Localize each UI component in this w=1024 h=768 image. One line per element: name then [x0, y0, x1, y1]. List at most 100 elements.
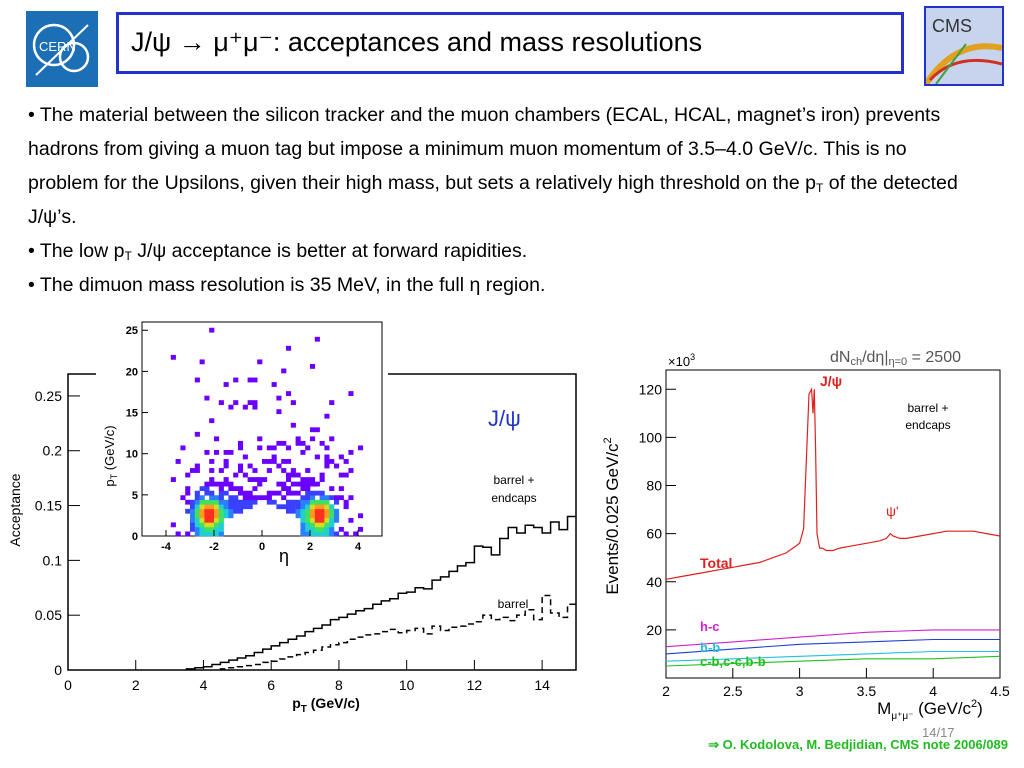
- heatmap-cell: [319, 504, 325, 510]
- mass-y-tick-label: 60: [646, 526, 662, 542]
- heatmap-cell: [209, 504, 215, 510]
- heatmap-cell: [286, 508, 292, 514]
- heatmap-cell: [204, 522, 210, 528]
- bullet-2-text: • The low p: [28, 240, 125, 262]
- heatmap-cell: [300, 526, 306, 532]
- heatmap-x-tick-label: -2: [209, 541, 219, 553]
- heatmap-cell: [199, 495, 205, 501]
- heatmap-cell: [242, 404, 248, 410]
- heatmap-cell: [204, 531, 210, 537]
- heatmap-cell: [358, 445, 364, 451]
- heatmap-cell: [290, 481, 296, 487]
- jpsi-annotation: J/ψ: [488, 406, 521, 431]
- heatmap-cell: [204, 508, 210, 514]
- heatmap-cell: [314, 517, 320, 523]
- heatmap-cell: [343, 504, 349, 510]
- heatmap-cell: [300, 504, 306, 510]
- heatmap-cell: [338, 486, 344, 492]
- heatmap-cell: [295, 436, 301, 442]
- heatmap-cell: [209, 481, 215, 487]
- heatmap-cell: [329, 486, 335, 492]
- heatmap-cell: [218, 508, 224, 514]
- heatmap-cell: [271, 499, 277, 505]
- heatmap-cell: [204, 395, 210, 401]
- heatmap-cell: [310, 495, 316, 501]
- heatmap-cell: [194, 508, 200, 514]
- heatmap-cell: [223, 459, 229, 464]
- heatmap-cell: [276, 395, 282, 401]
- cern-logo-text: CERN: [39, 39, 76, 54]
- heatmap-cell: [314, 526, 320, 532]
- eta-pt-heatmap: -4 -2 0 2 4 0 5 10 15 20 25 η pT (GeV/c): [96, 316, 388, 576]
- heatmap-cell: [223, 499, 229, 505]
- heatmap-cell: [314, 508, 320, 514]
- heatmap-cell: [348, 391, 354, 396]
- heatmap-cell: [286, 490, 292, 496]
- heatmap-cell: [262, 459, 268, 464]
- heatmap-cell: [334, 495, 340, 501]
- heatmap-cell: [329, 400, 335, 406]
- heatmap-cell: [266, 445, 272, 451]
- heatmap-cell: [271, 454, 277, 460]
- heatmap-cell: [247, 400, 253, 406]
- heatmap-cell: [324, 526, 330, 532]
- heatmap-cell: [329, 513, 335, 519]
- heatmap-cell: [353, 531, 359, 537]
- mass-series-1: [665, 629, 1000, 648]
- heatmap-cell: [218, 468, 224, 473]
- heatmap-cell: [204, 526, 210, 532]
- heatmap-cell: [314, 454, 320, 460]
- heatmap-cell: [194, 431, 200, 437]
- mass-x-tick-label: 2: [662, 683, 670, 699]
- heatmap-cell: [314, 499, 320, 505]
- heatmap-y-tick-label: 10: [126, 449, 138, 461]
- bullet-1: • The material between the silicon track…: [28, 98, 978, 234]
- bullet-2-sub: T: [124, 249, 132, 263]
- heatmap-cell: [204, 481, 210, 487]
- heatmap-y-tick-label: 5: [132, 490, 138, 502]
- heatmap-cell: [214, 531, 220, 537]
- heatmap-cell: [266, 499, 272, 505]
- heatmap-cell: [319, 499, 325, 505]
- heatmap-cell: [281, 368, 287, 374]
- bullet-1-sub: T: [816, 181, 824, 195]
- mass-spectrum-chart: 2 2.5 3 3.5 4 4.5 20 40 60 80 100 120 ×103 dNch/dη|…: [602, 349, 1010, 722]
- mass-y-tick-label: 80: [646, 478, 662, 494]
- heatmap-cell: [223, 382, 229, 387]
- heatmap-cell: [199, 531, 205, 537]
- heatmap-x-tick-label: -4: [161, 541, 172, 553]
- heatmap-cell: [310, 504, 316, 510]
- mass-x-tick-label: 4: [929, 683, 937, 699]
- heatmap-cell: [305, 490, 311, 496]
- mass-y-label: Events/0.025 GeV/c2: [602, 437, 622, 594]
- heatmap-cell: [209, 459, 215, 464]
- heatmap-cell: [295, 440, 301, 446]
- heatmap-cell: [276, 504, 282, 510]
- bullet-1-tail: of the detected J/ψ’s.: [28, 172, 958, 228]
- heatmap-cell: [319, 531, 325, 537]
- legend-total: Total: [700, 555, 732, 571]
- heatmap-cell: [305, 517, 311, 523]
- heatmap-cell: [290, 508, 296, 514]
- heatmap-cell: [180, 495, 186, 501]
- heatmap-cell: [252, 377, 258, 383]
- heatmap-cell: [209, 327, 215, 333]
- y-tick-label: 0.25: [35, 388, 62, 404]
- heatmap-cell: [199, 513, 205, 519]
- heatmap-cell: [314, 504, 320, 510]
- heatmap-cell: [310, 531, 316, 537]
- heatmap-cell: [295, 513, 301, 519]
- heatmap-cell: [233, 400, 239, 406]
- heatmap-cell: [329, 517, 335, 523]
- heatmap-cell: [329, 531, 335, 537]
- bullet-1-text: • The material between the silicon track…: [28, 104, 941, 194]
- heatmap-cell: [218, 400, 224, 406]
- x-tick-label: 8: [335, 677, 343, 693]
- heatmap-cell: [338, 454, 344, 460]
- heatmap-cell: [233, 499, 239, 505]
- heatmap-cell: [209, 495, 215, 501]
- heatmap-cell: [290, 499, 296, 505]
- heatmap-cell: [314, 427, 320, 433]
- heatmap-cell: [228, 481, 234, 487]
- heatmap-cell: [286, 477, 292, 482]
